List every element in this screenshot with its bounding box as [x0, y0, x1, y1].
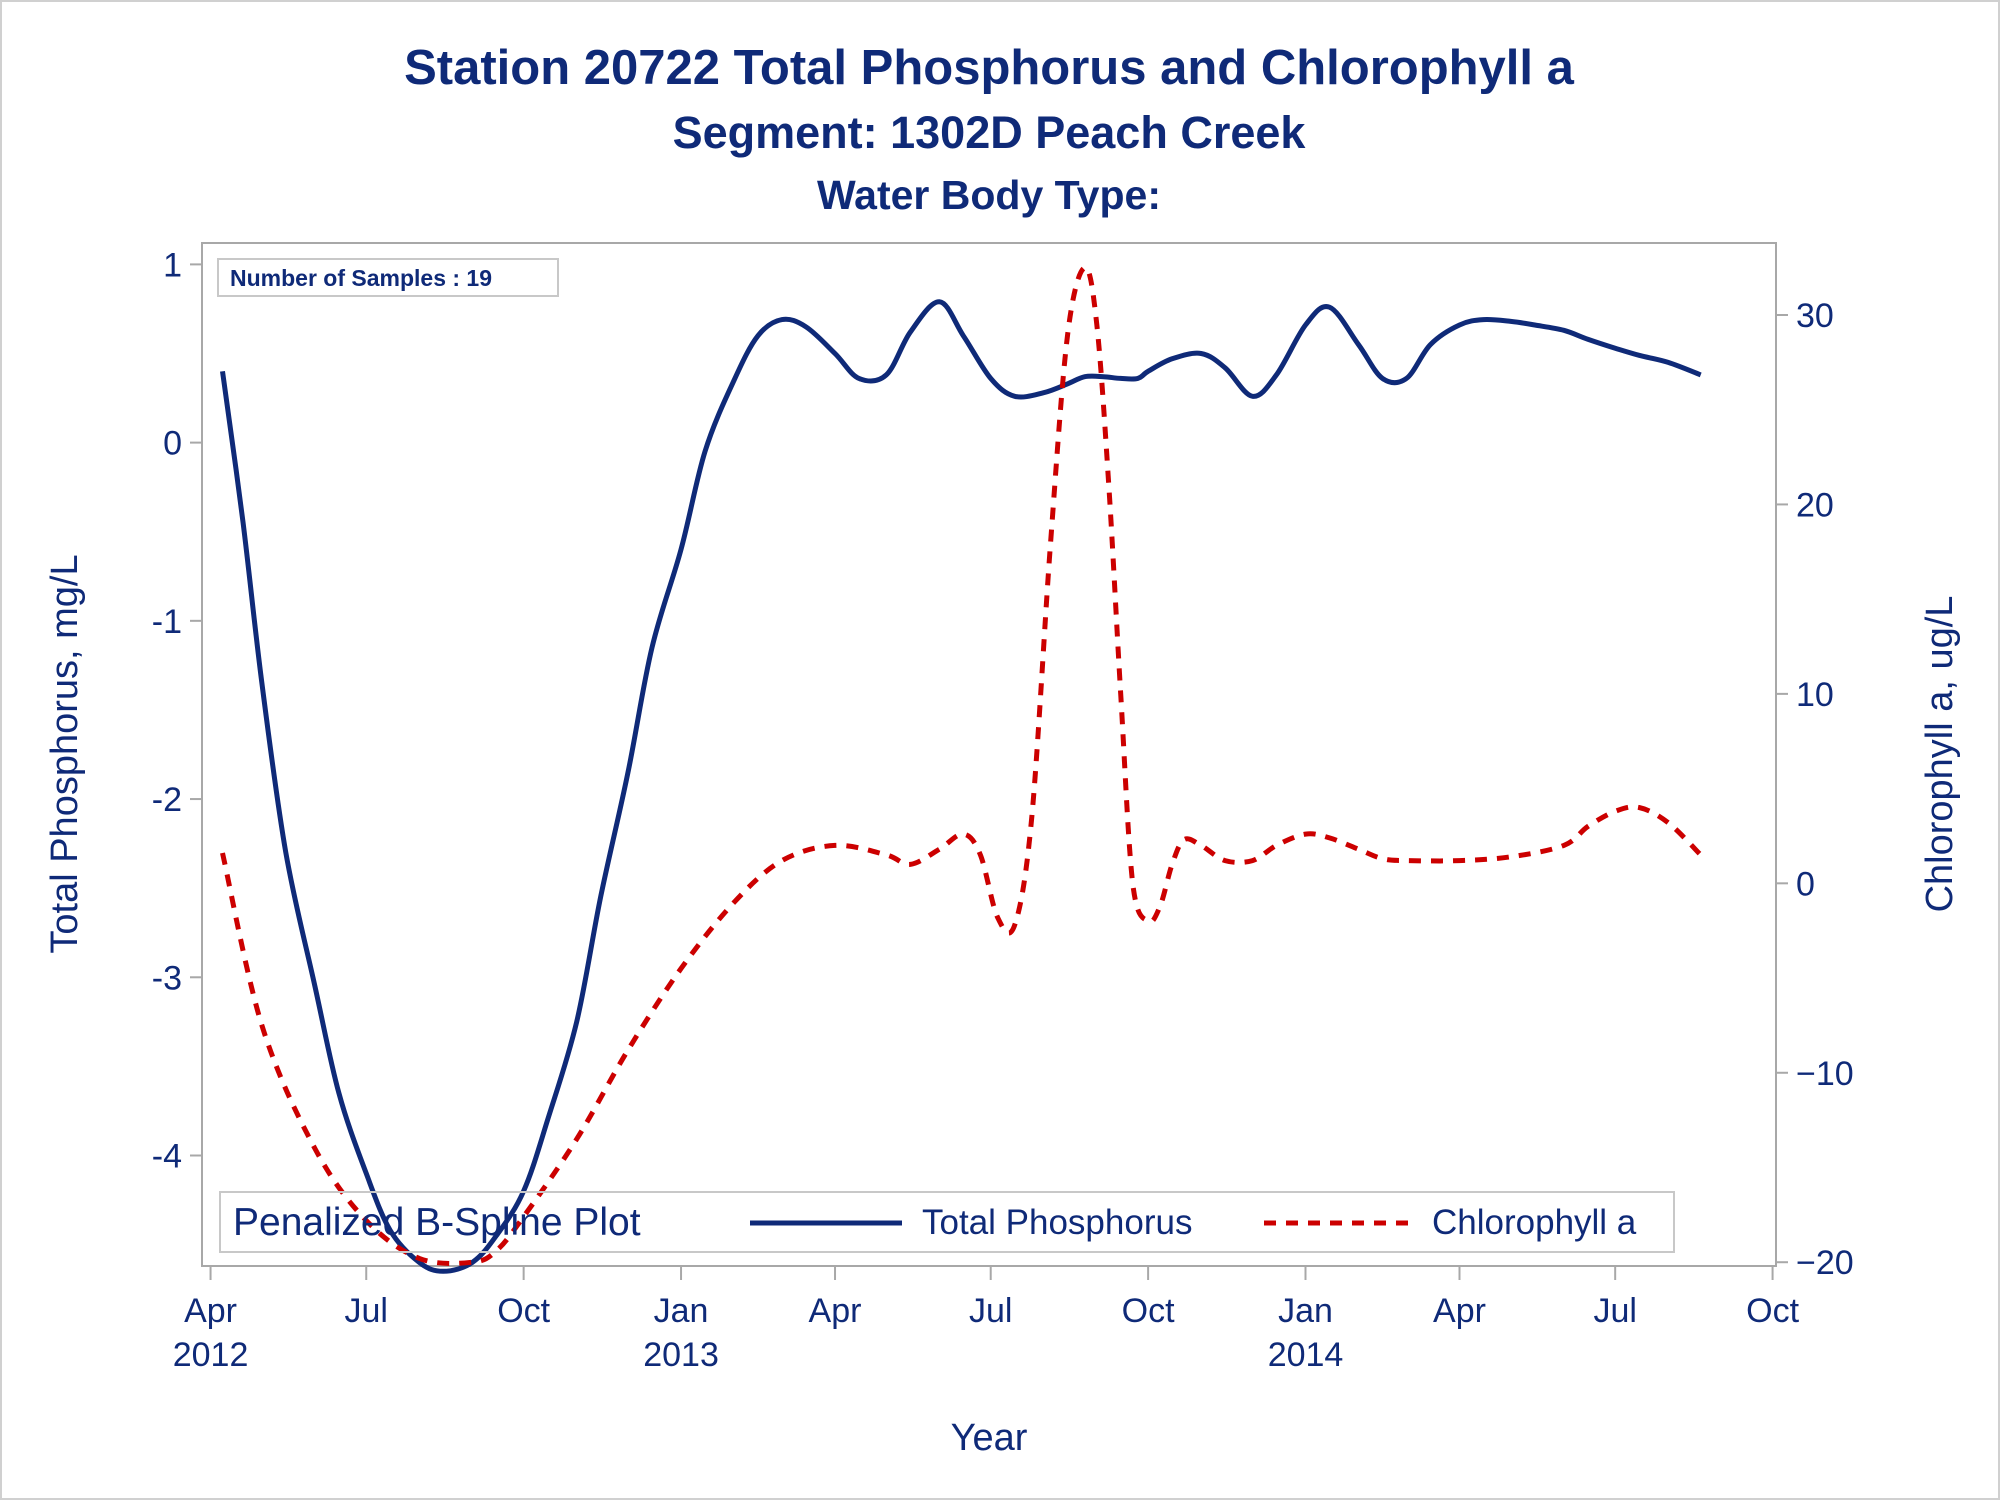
chart-subtitle-water-body: Water Body Type: [817, 172, 1161, 218]
x-tick-label: Jan [654, 1292, 709, 1330]
x-axis-label: Year [951, 1417, 1028, 1459]
y2-tick-label: −20 [1796, 1244, 1854, 1282]
y-axis-label: Total Phosphorus, mg/L [44, 554, 86, 953]
x-tick-year-label: 2014 [1268, 1336, 1344, 1374]
series-line-total-phosphorus [220, 299, 1702, 1274]
chart-subtitle: Segment: 1302D Peach Creek [673, 107, 1307, 158]
x-tick-label: Oct [1122, 1292, 1175, 1330]
sample-count-box: Number of Samples : 19 [217, 258, 559, 297]
y-tick-label: 0 [163, 425, 182, 463]
y-tick-label: 1 [163, 246, 182, 284]
y-axis-left: 1 0 -1 -2 -3 -4 [152, 246, 202, 1176]
y2-tick-label: 0 [1796, 865, 1815, 903]
legend-label-chlorophyll-a: Chlorophyll a [1432, 1203, 1637, 1242]
y2-tick-label: 30 [1796, 297, 1834, 335]
legend: Penalized B-Spline Plot Total Phosphorus… [219, 1191, 1675, 1253]
x-tick-label: Oct [1746, 1292, 1799, 1330]
y-tick-label: -2 [152, 781, 182, 819]
series-line-chlorophyll-a [220, 265, 1703, 1266]
x-tick-label: Jan [1278, 1292, 1333, 1330]
y2-axis-label: Chlorophyll a, ug/L [1919, 596, 1961, 913]
y-tick-label: -1 [152, 603, 182, 641]
x-tick-label: Apr [809, 1292, 862, 1330]
y-tick-label: -3 [152, 959, 182, 997]
x-tick-label: Jul [345, 1292, 388, 1330]
x-tick-year-label: 2012 [173, 1336, 249, 1374]
y2-tick-label: 20 [1796, 486, 1834, 524]
x-axis: Apr 2012 Jul Oct Jan 2013 Apr Jul Oct Jan 2014 Apr J… [173, 1266, 1800, 1374]
x-tick-label: Apr [184, 1292, 237, 1330]
plot-area [201, 242, 1777, 1267]
sample-count-box-border [217, 258, 559, 297]
legend-label-total-phosphorus: Total Phosphorus [922, 1203, 1192, 1242]
chart-title: Station 20722 Total Phosphorus and Chlor… [404, 41, 1575, 95]
x-tick-year-label: 2013 [643, 1336, 719, 1374]
y-tick-label: -4 [152, 1138, 182, 1176]
legend-border [219, 1191, 1675, 1253]
y-axis-right: 30 20 10 0 −10 −20 [1776, 297, 1854, 1282]
y2-tick-label: −10 [1796, 1055, 1854, 1093]
legend-title: Penalized B-Spline Plot [233, 1201, 641, 1244]
series-lines [220, 265, 1703, 1274]
x-tick-label: Oct [497, 1292, 550, 1330]
x-tick-label: Jul [1593, 1292, 1636, 1330]
x-tick-label: Jul [969, 1292, 1012, 1330]
sample-count-label: Number of Samples : 19 [230, 265, 492, 291]
x-tick-label: Apr [1433, 1292, 1486, 1330]
y2-tick-label: 10 [1796, 676, 1834, 714]
